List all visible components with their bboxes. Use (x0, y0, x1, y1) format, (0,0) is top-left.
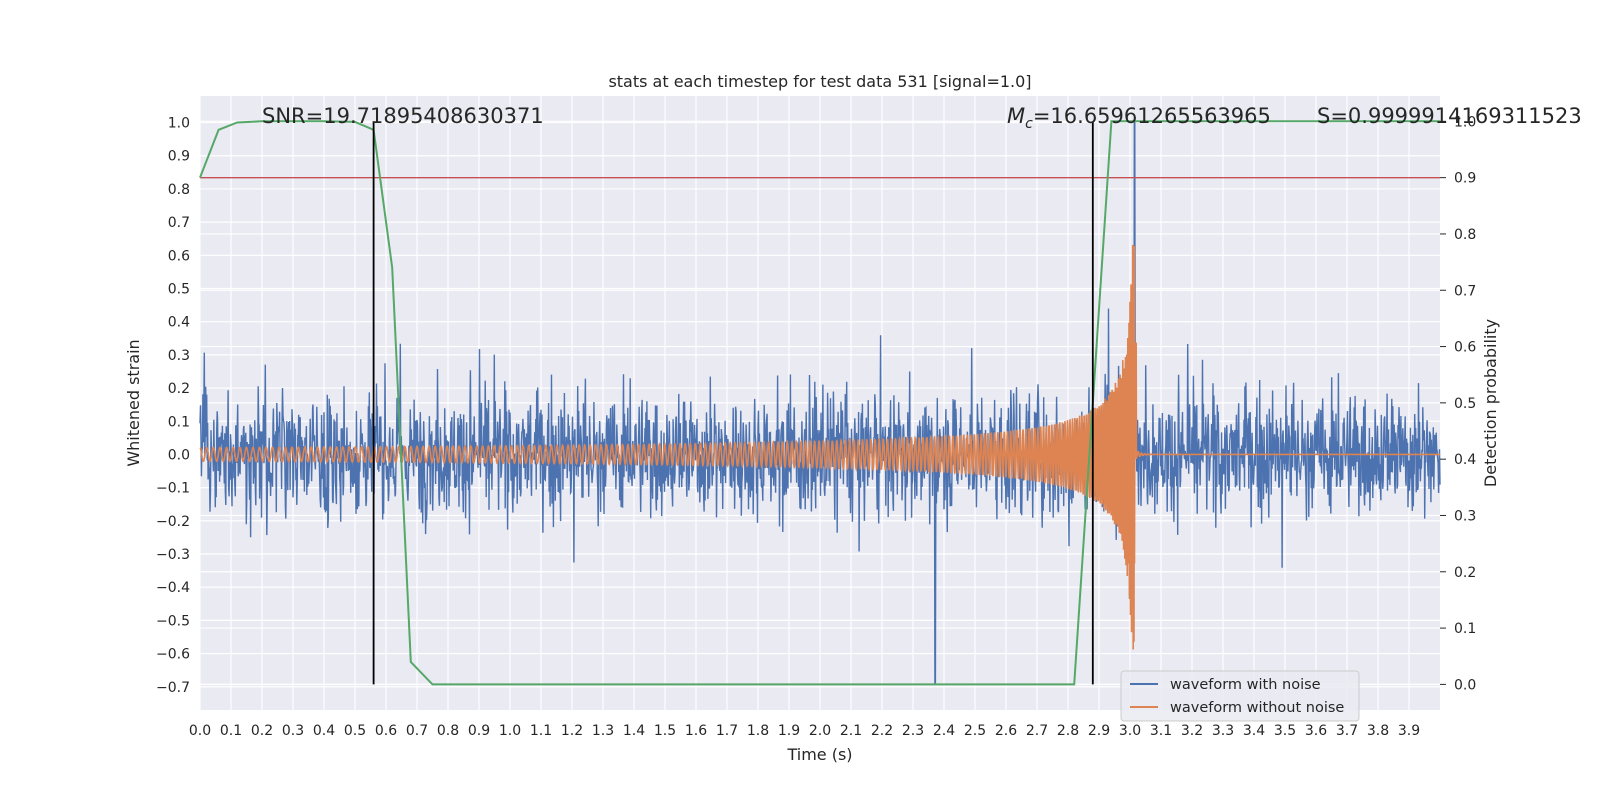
x-tick-label: 1.2 (561, 723, 583, 739)
x-tick-label: 0.0 (189, 723, 211, 739)
y2-tick-label: 0.2 (1454, 565, 1476, 581)
legend-box (1120, 670, 1360, 722)
x-tick-label: 2.9 (1088, 723, 1110, 739)
x-tick-label: 3.6 (1305, 723, 1327, 739)
x-tick-label: 2.4 (933, 723, 955, 739)
x-tick-label: 1.5 (654, 723, 676, 739)
x-tick-label: 3.9 (1398, 723, 1420, 739)
x-tick-label: 0.3 (282, 723, 304, 739)
x-tick-label: 2.2 (871, 723, 893, 739)
x-tick-label: 1.0 (499, 723, 521, 739)
x-tick-label: 0.8 (437, 723, 459, 739)
y2-tick-label: 0.1 (1454, 621, 1476, 637)
x-tick-label: 2.0 (809, 723, 831, 739)
y2-tick-label: 0.7 (1454, 283, 1476, 299)
y-axis-ticks: −0.7 −0.6 −0.5 −0.4 −0.3 −0.2 −0.1 0.0 0.1 0.2 0.3… (156, 116, 190, 696)
x-tick-label: 2.3 (902, 723, 924, 739)
y-tick-label: 0.2 (168, 381, 190, 397)
series-noise-layer (199, 121, 1441, 685)
y-tick-label: 0.1 (168, 414, 190, 430)
y2-tick-label: 1.0 (1454, 114, 1476, 130)
y-tick-label: −0.5 (156, 613, 190, 629)
x-tick-label: 1.8 (747, 723, 769, 739)
y-tick-label: 0.3 (168, 348, 190, 364)
mc-subscript: c (1025, 116, 1033, 132)
y-tick-label: −0.1 (156, 481, 190, 497)
y-tick-label: 0.4 (168, 315, 190, 331)
y2-tick-label: 0.6 (1454, 340, 1476, 356)
x-tick-label: 3.5 (1274, 723, 1296, 739)
x-tick-label: 1.6 (685, 723, 707, 739)
y2-axis-label: Detection probability (1481, 319, 1500, 487)
x-tick-label: 1.7 (716, 723, 738, 739)
x-tick-label: 1.9 (778, 723, 800, 739)
probability-series-line (199, 120, 1440, 686)
y2-tick-label: 0.4 (1454, 452, 1476, 468)
y2-tick-label: 0.8 (1454, 227, 1476, 243)
x-tick-label: 2.6 (995, 723, 1017, 739)
x-tick-label: 0.5 (344, 723, 366, 739)
x-tick-label: 0.4 (313, 723, 335, 739)
x-tick-label: 3.2 (1181, 723, 1203, 739)
y-tick-label: −0.4 (156, 580, 190, 596)
chart-title: stats at each timestep for test data 531… (608, 72, 1031, 91)
x-tick-label: 3.3 (1212, 723, 1234, 739)
y-tick-label: 1.0 (168, 116, 190, 132)
y-tick-label: −0.2 (156, 514, 190, 530)
mc-symbol: M (1007, 104, 1025, 128)
y-tick-label: 0.7 (168, 215, 190, 231)
y-axis-label: Whitened strain (124, 339, 143, 466)
x-tick-label: 0.6 (375, 723, 397, 739)
x-tick-label: 0.1 (220, 723, 242, 739)
y-tick-label: −0.7 (156, 680, 190, 696)
mc-annotation: Mc=16.65961265563965 (1007, 104, 1271, 132)
y2-tick-label: 0.3 (1454, 508, 1476, 524)
x-tick-label: 2.7 (1026, 723, 1048, 739)
x-axis-label: Time (s) (786, 745, 852, 764)
mc-value: =16.65961265563965 (1033, 104, 1271, 128)
legend-label-clean: waveform without noise (1170, 700, 1344, 716)
x-tick-label: 3.8 (1367, 723, 1389, 739)
series-clean-layer (199, 244, 1440, 650)
y2-tick-label: 0.9 (1454, 171, 1476, 187)
s-annotation: S=0.9999914169311523 (1317, 104, 1582, 128)
y-tick-label: 0.8 (168, 182, 190, 198)
noise-series-line (199, 121, 1441, 685)
x-tick-label: 3.1 (1150, 723, 1172, 739)
y-tick-label: 0.0 (168, 447, 190, 463)
x-tick-label: 3.0 (1119, 723, 1141, 739)
x-tick-label: 0.9 (468, 723, 490, 739)
y-tick-label: 0.5 (168, 281, 190, 297)
x-tick-label: 0.2 (251, 723, 273, 739)
series-prob-layer (199, 120, 1440, 686)
x-tick-label: 1.4 (623, 723, 645, 739)
x-tick-label: 1.3 (592, 723, 614, 739)
x-tick-label: 2.1 (840, 723, 862, 739)
legend-label-noise: waveform with noise (1170, 677, 1321, 693)
y2-axis-ticks: 0.0 0.1 0.2 0.3 0.4 0.5 0.6 0.7 0.8 0.9 1.0 (1440, 114, 1476, 693)
x-tick-label: 3.7 (1336, 723, 1358, 739)
x-tick-label: 2.8 (1057, 723, 1079, 739)
clean-series-line (199, 244, 1440, 650)
y-tick-label: −0.6 (156, 647, 190, 663)
x-tick-label: 3.4 (1243, 723, 1265, 739)
legend: waveform with noise waveform without noi… (1120, 670, 1360, 722)
y2-tick-label: 0.5 (1454, 396, 1476, 412)
snr-annotation: SNR=19.71895408630371 (262, 104, 544, 128)
y-tick-label: −0.3 (156, 547, 190, 563)
x-axis-ticks: 0.0 0.1 0.2 0.3 0.4 0.5 0.6 0.7 0.8 0.9 1.0 1.1 1.2 1… (189, 723, 1420, 739)
y-tick-label: 0.6 (168, 248, 190, 264)
y-tick-label: 0.9 (168, 149, 190, 165)
y2-tick-label: 0.0 (1454, 677, 1476, 693)
x-tick-label: 0.7 (406, 723, 428, 739)
marker-layer (372, 121, 1094, 685)
x-tick-label: 2.5 (964, 723, 986, 739)
x-tick-label: 1.1 (530, 723, 552, 739)
